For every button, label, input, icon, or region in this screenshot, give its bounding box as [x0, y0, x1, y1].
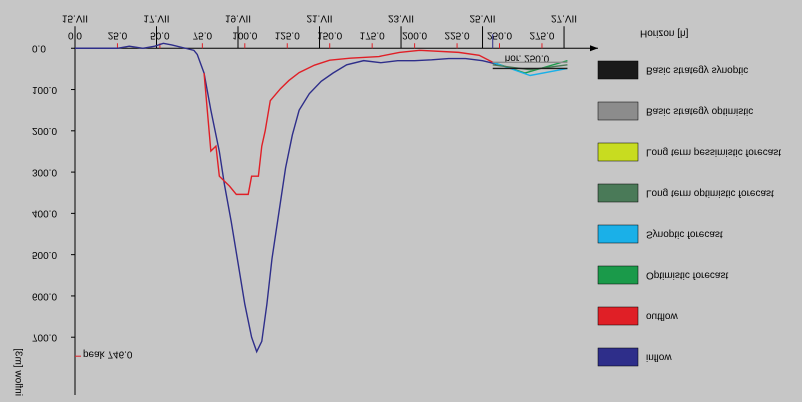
- legend-label: Synoptic forecast: [646, 228, 723, 239]
- date-tick-label: 15.VII: [62, 13, 88, 24]
- x-tick-label: 250.0: [487, 30, 512, 41]
- series-line: [203, 49, 494, 196]
- x-tick-label: 200.0: [402, 30, 427, 41]
- x-tick-label: 175.0: [360, 30, 385, 41]
- x-tick-label: 225.0: [445, 30, 470, 41]
- date-tick-label: 17.VII: [143, 13, 169, 24]
- series-line: [492, 64, 568, 71]
- legend-label: Basic strategy optimistic: [646, 105, 753, 116]
- x-tick-label: 50.0: [150, 30, 170, 41]
- legend-swatch: [597, 265, 639, 285]
- horizon-label: hor. 250.0: [505, 53, 550, 64]
- x-tick-label: 25.0: [108, 30, 128, 41]
- legend-swatch: [597, 306, 639, 326]
- x-tick-label: 75.0: [193, 30, 213, 41]
- x-tick-label: 150.0: [317, 30, 342, 41]
- date-tick-label: 19.VII: [225, 13, 251, 24]
- y-tick-label: 600.0: [32, 290, 57, 301]
- legend-swatch: [597, 101, 639, 121]
- date-tick-label: 23.VII: [388, 13, 414, 24]
- legend-label: Long term pessimistic forecast: [646, 146, 781, 157]
- date-tick-label: 27.VII: [551, 13, 577, 24]
- y-tick-label: 700.0: [32, 332, 57, 343]
- x-tick-label: 275.0: [529, 30, 554, 41]
- legend-swatch: [597, 224, 639, 244]
- legend-label: inflow: [646, 351, 672, 362]
- legend-label: outflow: [646, 310, 678, 321]
- legend-label: Basic strategy synoptic: [646, 64, 748, 75]
- x-tick-label: 100.0: [232, 30, 257, 41]
- series-line: [75, 42, 500, 354]
- y-axis-label: inflow [m3]: [12, 348, 23, 396]
- peak-label: peak 746.0: [83, 349, 133, 360]
- y-tick-label: 300.0: [32, 166, 57, 177]
- legend-label: Optimistic forecast: [646, 269, 728, 280]
- y-tick-label: 400.0: [32, 208, 57, 219]
- x-tick-label: 125.0: [275, 30, 300, 41]
- date-tick-label: 21.VII: [306, 13, 332, 24]
- legend-swatch: [597, 142, 639, 162]
- y-tick-label: 0.0: [32, 43, 46, 54]
- y-tick-label: 100.0: [32, 84, 57, 95]
- x-axis-label: Horizon [h]: [640, 28, 689, 39]
- legend-label: Long term optimistic forecast: [646, 187, 774, 198]
- legend-swatch: [597, 60, 639, 80]
- legend-swatch: [597, 347, 639, 367]
- legend-swatch: [597, 183, 639, 203]
- x-axis-arrow: [590, 45, 598, 52]
- y-tick-label: 500.0: [32, 249, 57, 260]
- date-tick-label: 25.VII: [469, 13, 495, 24]
- y-tick-label: 200.0: [32, 125, 57, 136]
